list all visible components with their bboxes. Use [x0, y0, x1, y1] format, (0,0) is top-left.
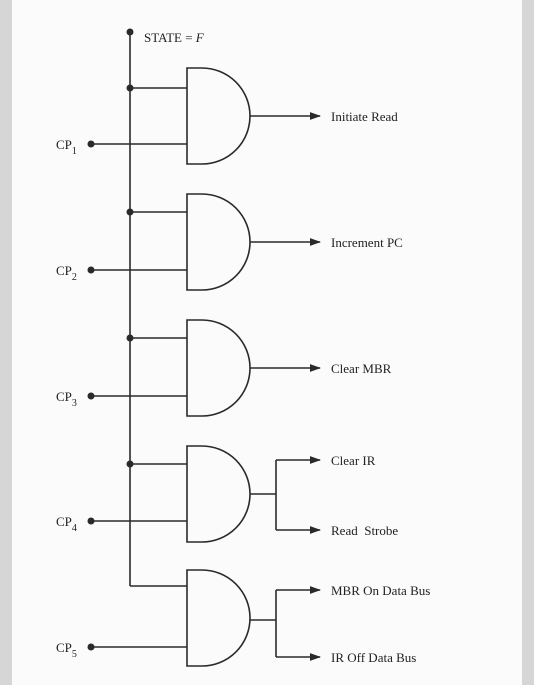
- and-gate-1-body: [186, 67, 251, 165]
- diagram-page: STATE = F CP1 Initiate Read CP2 Incremen…: [12, 0, 522, 685]
- gate-1-junction-dot: [126, 84, 134, 92]
- output-read-strobe: Read Strobe: [331, 523, 398, 538]
- and-gate-3-body: [186, 319, 251, 417]
- cp2-label: CP2: [56, 263, 77, 283]
- and-gate-5-body: [186, 569, 251, 667]
- cp1-label: CP1: [56, 137, 77, 157]
- output-clear-ir: Clear IR: [331, 453, 376, 468]
- cp5-terminal-dot: [87, 643, 95, 651]
- gate-4-junction-dot: [126, 460, 134, 468]
- cp1-terminal-dot: [87, 140, 95, 148]
- cp3-terminal-dot: [87, 392, 95, 400]
- cp4-terminal-dot: [87, 517, 95, 525]
- cp2-terminal-dot: [87, 266, 95, 274]
- and-gate-4-body: [186, 445, 251, 543]
- gate-2-junction-dot: [126, 208, 134, 216]
- cp4-label: CP4: [56, 514, 77, 534]
- and-gate-2: CP2 Increment PC: [56, 193, 403, 291]
- and-gate-1: CP1 Initiate Read: [56, 67, 398, 165]
- logic-diagram: STATE = F CP1 Initiate Read CP2 Incremen…: [56, 28, 430, 667]
- gate-3-junction-dot: [126, 334, 134, 342]
- cp3-label: CP3: [56, 389, 77, 409]
- output-increment-pc: Increment PC: [331, 235, 403, 250]
- output-initiate-read: Initiate Read: [331, 109, 398, 124]
- state-label: STATE = F: [144, 30, 205, 45]
- and-gate-2-body: [186, 193, 251, 291]
- and-gate-4: CP4 Clear IR Read Strobe: [56, 445, 398, 543]
- cp5-label: CP5: [56, 640, 77, 660]
- output-mbr-on-data-bus: MBR On Data Bus: [331, 583, 430, 598]
- output-clear-mbr: Clear MBR: [331, 361, 392, 376]
- and-gate-3: CP3 Clear MBR: [56, 319, 392, 417]
- and-gate-5: CP5 MBR On Data Bus IR Off Data Bus: [56, 569, 430, 667]
- output-ir-off-data-bus: IR Off Data Bus: [331, 650, 416, 665]
